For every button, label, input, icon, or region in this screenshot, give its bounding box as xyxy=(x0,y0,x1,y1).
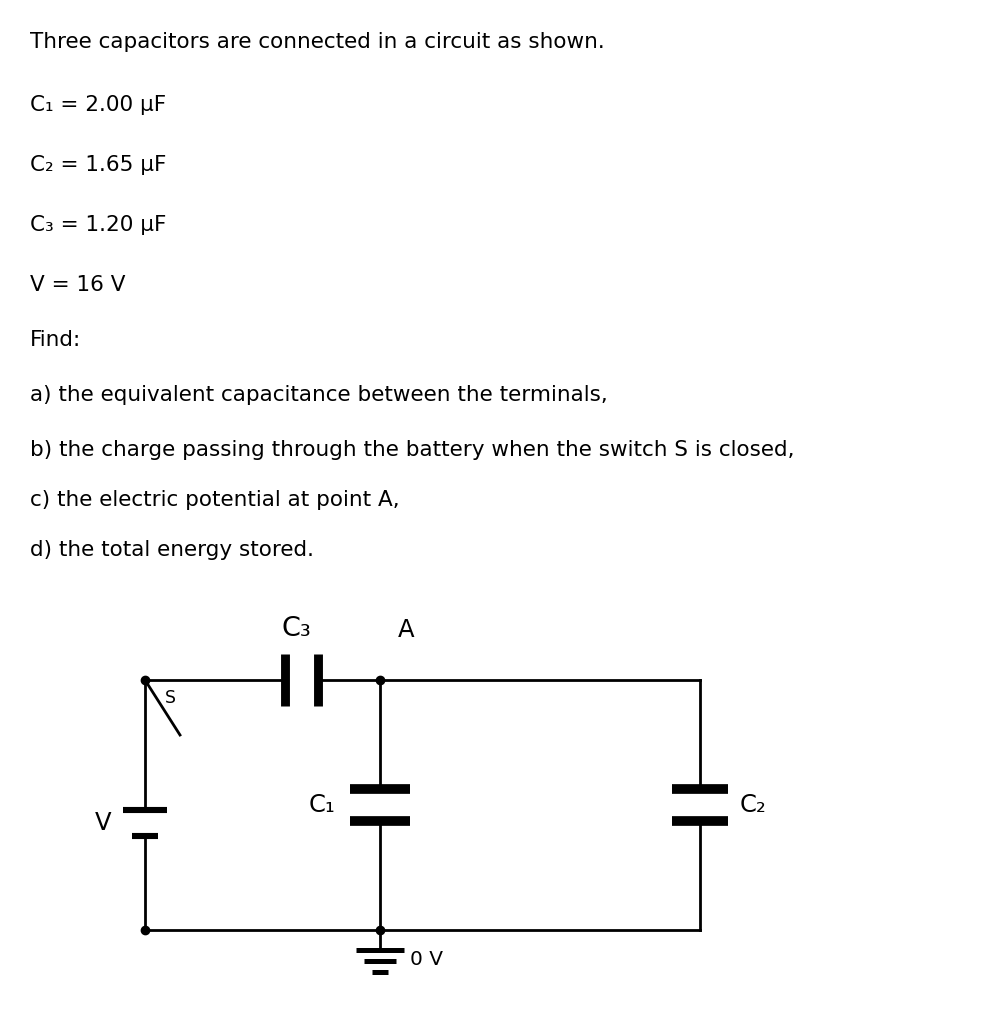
Text: V = 16 V: V = 16 V xyxy=(30,275,125,295)
Text: C₃ = 1.20 μF: C₃ = 1.20 μF xyxy=(30,215,166,234)
Text: C₂ = 1.65 μF: C₂ = 1.65 μF xyxy=(30,155,166,175)
Text: d) the total energy stored.: d) the total energy stored. xyxy=(30,540,314,560)
Text: 0 V: 0 V xyxy=(410,950,442,969)
Text: V: V xyxy=(94,811,111,835)
Text: C₁ = 2.00 μF: C₁ = 2.00 μF xyxy=(30,95,166,115)
Text: c) the electric potential at point A,: c) the electric potential at point A, xyxy=(30,490,400,510)
Text: b) the charge passing through the battery when the switch S is closed,: b) the charge passing through the batter… xyxy=(30,440,793,460)
Text: A: A xyxy=(398,618,414,642)
Text: C₂: C₂ xyxy=(740,793,766,817)
Text: a) the equivalent capacitance between the terminals,: a) the equivalent capacitance between th… xyxy=(30,385,607,406)
Text: Find:: Find: xyxy=(30,330,82,350)
Text: C₃: C₃ xyxy=(281,616,311,642)
Text: C₁: C₁ xyxy=(308,793,335,817)
Text: Three capacitors are connected in a circuit as shown.: Three capacitors are connected in a circ… xyxy=(30,32,604,52)
Text: S: S xyxy=(165,689,176,707)
